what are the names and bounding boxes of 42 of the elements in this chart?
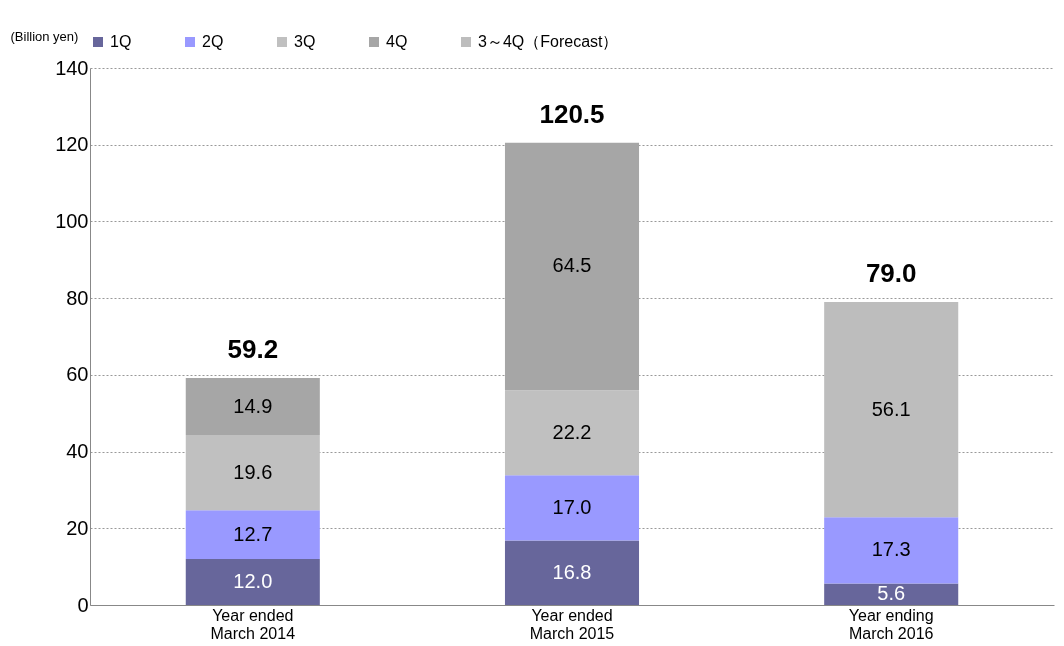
data-label: 64.5 [552,254,592,277]
bar [185,510,320,559]
bar [185,558,320,605]
bar [824,517,959,584]
y-tick-label: 100 [55,209,89,232]
x-tick-label: Year ended March 2014 [210,606,296,642]
total-label: 120.5 [539,98,605,129]
bar [824,583,959,605]
data-label: 14.9 [233,394,273,417]
y-tick-label: 120 [55,133,89,156]
legend-label: 2Q [202,33,224,50]
x-tick-label: Year ending March 2016 [848,606,934,642]
data-label: 17.3 [871,538,911,561]
total-label: 59.2 [227,333,279,364]
legend-label: 3～4Q（Forecast） [478,33,619,50]
y-tick-label: 80 [66,286,89,309]
bar [504,540,640,605]
legend-label: 4Q [386,33,408,50]
y-tick-label: 0 [77,593,89,616]
data-label: 12.0 [233,569,273,592]
data-label: 17.0 [552,495,592,518]
data-label: 22.2 [552,420,592,443]
bar [504,475,640,541]
y-tick-label: 60 [66,363,89,386]
y-tick-label: 40 [66,440,89,463]
bar [504,142,640,391]
bar [185,435,320,511]
bar [504,390,640,476]
data-label: 12.7 [233,522,273,545]
data-label: 16.8 [552,560,592,583]
total-label: 79.0 [865,257,917,288]
bar [824,301,959,518]
y-axis-title: (Billion yen) [10,28,79,44]
data-label: 19.6 [233,460,273,483]
y-tick-label: 20 [66,516,89,539]
data-label: 5.6 [877,582,906,605]
x-tick-label: Year ended March 2015 [529,606,615,642]
bar [185,377,320,436]
data-label: 56.1 [871,397,911,420]
legend-label: 3Q [294,33,316,50]
legend-label: 1Q [110,33,132,50]
y-tick-label: 140 [55,56,89,79]
